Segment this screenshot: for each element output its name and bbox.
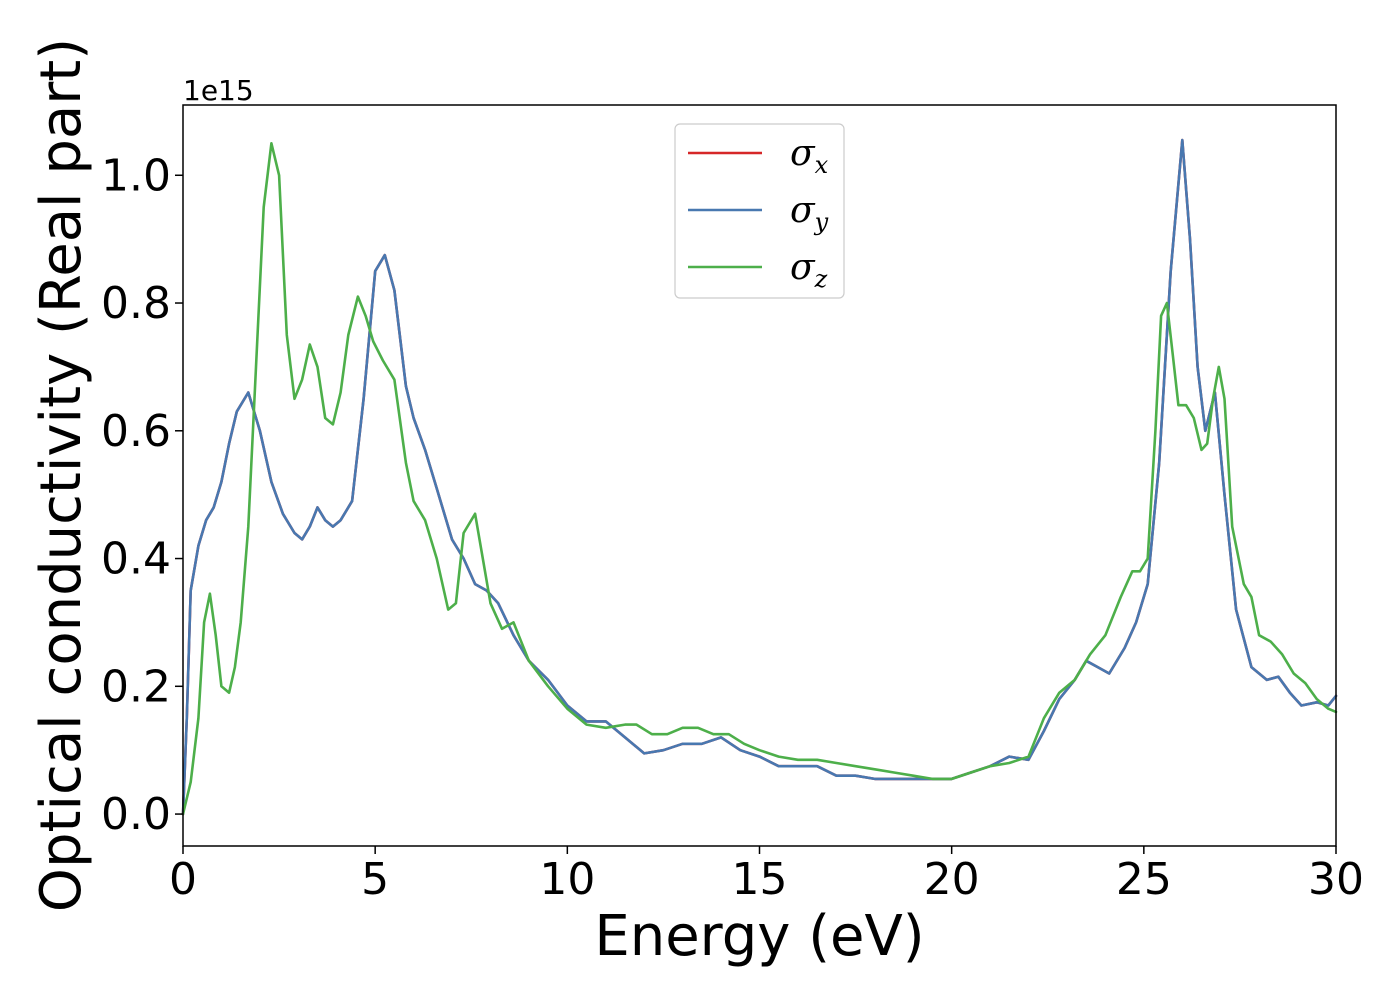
x-tick-label: 15: [732, 854, 788, 905]
y-axis-title: Optical conductivity (Real part): [29, 38, 94, 912]
y-tick-label: 0.0: [101, 789, 171, 840]
x-tick-label: 30: [1308, 854, 1364, 905]
y-axis: 0.0 0.2 0.4 0.6 0.8 1.0: [101, 150, 183, 840]
x-axis: 0 5 10 15 20 25 30: [169, 846, 1364, 905]
y-tick-label: 1.0: [101, 150, 171, 201]
x-tick-label: 0: [169, 854, 197, 905]
y-tick-label: 0.8: [101, 278, 171, 329]
x-tick-label: 5: [361, 854, 389, 905]
y-tick-label: 0.6: [101, 406, 171, 457]
x-tick-label: 25: [1116, 854, 1172, 905]
y-tick-label: 0.4: [101, 534, 171, 585]
y-offset-label: 1e15: [183, 74, 254, 107]
series-line-sigma-y: [181, 138, 1338, 816]
series-layer: [181, 138, 1338, 816]
series-line-sigma-z: [181, 142, 1338, 816]
x-tick-label: 10: [539, 854, 595, 905]
y-tick-label: 0.2: [101, 661, 171, 712]
x-axis-title: Energy (eV): [594, 904, 924, 969]
x-tick-label: 20: [924, 854, 980, 905]
